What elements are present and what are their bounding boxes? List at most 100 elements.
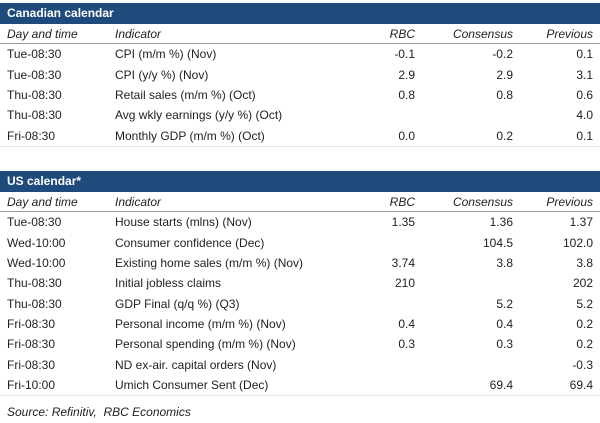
consensus-cell: 2.9 <box>496 67 513 82</box>
day-cell: Tue-08:30 <box>7 47 62 62</box>
canadian-calendar-title-bar: Canadian calendar <box>0 3 600 24</box>
day-cell: Thu-08:30 <box>7 87 62 102</box>
consensus-cell: 0.3 <box>496 337 513 352</box>
column-header-day: Day and time <box>7 27 78 41</box>
column-header-rbc: RBC <box>389 27 415 41</box>
canadian-calendar-table: Day and time Indicator RBC Consensus Pre… <box>0 24 600 147</box>
previous-cell: 0.1 <box>576 47 593 62</box>
day-cell: Thu-08:30 <box>7 108 62 123</box>
section-title: Canadian calendar <box>7 6 114 20</box>
canadian-calendar-section: Canadian calendar Day and time Indicator… <box>0 3 600 147</box>
consensus-cell: 1.36 <box>489 215 513 230</box>
table-row: Wed-10:00 Consumer confidence (Dec) 104.5 1… <box>0 232 600 252</box>
canadian-calendar-rows: Tue-08:30 CPI (m/m %) (Nov) -0.1 -0.2 0.1 Tue… <box>0 44 600 146</box>
consensus-cell: 0.4 <box>496 317 513 332</box>
day-cell: Thu-08:30 <box>7 296 62 311</box>
column-header-day: Day and time <box>7 194 78 209</box>
consensus-cell: 0.2 <box>496 128 513 143</box>
consensus-cell: -0.2 <box>492 47 513 62</box>
rbc-cell: 0.4 <box>398 317 415 332</box>
column-header-row: Day and time Indicator RBC Consensus Pre… <box>0 192 600 212</box>
previous-cell: 5.2 <box>576 296 593 311</box>
table-row: Thu-08:30 Initial jobless claims 210 202 <box>0 273 600 293</box>
day-cell: Tue-08:30 <box>7 67 62 82</box>
day-cell: Fri-08:30 <box>7 337 56 352</box>
indicator-cell: Consumer confidence (Dec) <box>115 235 265 250</box>
column-header-previous: Previous <box>546 27 593 41</box>
indicator-cell: CPI (y/y %) (Nov) <box>115 67 209 82</box>
indicator-cell: Avg wkly earnings (y/y %) (Oct) <box>115 108 283 123</box>
day-cell: Thu-08:30 <box>7 276 62 291</box>
previous-cell: 3.8 <box>576 255 593 270</box>
rbc-cell: 0.3 <box>398 337 415 352</box>
column-header-row: Day and time Indicator RBC Consensus Pre… <box>0 24 600 44</box>
indicator-cell: Initial jobless claims <box>115 276 222 291</box>
day-cell: Fri-08:30 <box>7 317 56 332</box>
us-calendar-section: US calendar* Day and time Indicator RBC … <box>0 170 600 397</box>
rbc-cell: 210 <box>394 276 415 291</box>
day-cell: Tue-08:30 <box>7 215 62 230</box>
column-header-indicator: Indicator <box>115 194 162 209</box>
consensus-cell: 3.8 <box>496 255 513 270</box>
source-note: Source: Refinitiv, RBC Economics <box>7 405 191 420</box>
column-header-indicator: Indicator <box>115 27 162 41</box>
table-row: Wed-10:00 Existing home sales (m/m %) (No… <box>0 253 600 273</box>
column-header-previous: Previous <box>546 194 593 209</box>
rbc-cell: 0.8 <box>398 87 415 102</box>
table-row: Fri-08:30 ND ex-air. capital orders (Nov)… <box>0 355 600 375</box>
previous-cell: 1.37 <box>569 215 593 230</box>
previous-cell: 0.1 <box>576 128 593 143</box>
indicator-cell: Existing home sales (m/m %) (Nov) <box>115 255 304 270</box>
previous-cell: 69.4 <box>569 378 593 393</box>
previous-cell: 102.0 <box>562 235 593 250</box>
column-header-consensus: Consensus <box>452 194 513 209</box>
previous-cell: 4.0 <box>576 108 593 123</box>
column-header-rbc: RBC <box>389 194 415 209</box>
previous-cell: 0.2 <box>576 337 593 352</box>
previous-cell: 3.1 <box>576 67 593 82</box>
table-row: Fri-08:30 Personal income (m/m %) (Nov) 0.… <box>0 314 600 334</box>
previous-cell: 0.6 <box>576 87 593 102</box>
table-row: Thu-08:30 Avg wkly earnings (y/y %) (Oct)… <box>0 105 600 125</box>
table-row: Thu-08:30 GDP Final (q/q %) (Q3) 5.2 5.2 <box>0 294 600 314</box>
indicator-cell: GDP Final (q/q %) (Q3) <box>115 296 240 311</box>
consensus-cell: 5.2 <box>496 296 513 311</box>
us-calendar-rows: Tue-08:30 House starts (mlns) (Nov) 1.35 1.… <box>0 212 600 396</box>
indicator-cell: Retail sales (m/m %) (Oct) <box>115 87 256 102</box>
indicator-cell: Personal income (m/m %) (Nov) <box>115 317 286 332</box>
day-cell: Fri-08:30 <box>7 128 56 143</box>
indicator-cell: CPI (m/m %) (Nov) <box>115 47 217 62</box>
indicator-cell: House starts (mlns) (Nov) <box>115 215 252 230</box>
rbc-cell: 0.0 <box>398 128 415 143</box>
rbc-cell: 2.9 <box>398 67 415 82</box>
table-row: Tue-08:30 House starts (mlns) (Nov) 1.35 1.… <box>0 212 600 232</box>
day-cell: Wed-10:00 <box>7 255 66 270</box>
indicator-cell: ND ex-air. capital orders (Nov) <box>115 357 277 372</box>
us-calendar-table: Day and time Indicator RBC Consensus Pre… <box>0 192 600 397</box>
table-row: Fri-10:00 Umich Consumer Sent (Dec) 69.4 69… <box>0 375 600 395</box>
consensus-cell: 0.8 <box>496 87 513 102</box>
previous-cell: 202 <box>572 276 593 291</box>
consensus-cell: 69.4 <box>489 378 513 393</box>
table-row: Tue-08:30 CPI (y/y %) (Nov) 2.9 2.9 3.1 <box>0 64 600 84</box>
previous-cell: -0.3 <box>572 357 593 372</box>
section-title: US calendar* <box>7 173 82 188</box>
day-cell: Fri-08:30 <box>7 357 56 372</box>
previous-cell: 0.2 <box>576 317 593 332</box>
day-cell: Wed-10:00 <box>7 235 66 250</box>
rbc-cell: 3.74 <box>391 255 415 270</box>
us-calendar-title-bar: US calendar* <box>0 170 600 192</box>
indicator-cell: Umich Consumer Sent (Dec) <box>115 378 269 393</box>
day-cell: Fri-10:00 <box>7 378 56 393</box>
consensus-cell: 104.5 <box>482 235 513 250</box>
indicator-cell: Monthly GDP (m/m %) (Oct) <box>115 128 265 143</box>
table-row: Thu-08:30 Retail sales (m/m %) (Oct) 0.8 0.… <box>0 85 600 105</box>
indicator-cell: Personal spending (m/m %) (Nov) <box>115 337 296 352</box>
column-header-consensus: Consensus <box>452 27 513 41</box>
table-row: Tue-08:30 CPI (m/m %) (Nov) -0.1 -0.2 0.1 <box>0 44 600 64</box>
table-row: Fri-08:30 Monthly GDP (m/m %) (Oct) 0.0 0.2… <box>0 126 600 146</box>
rbc-cell: 1.35 <box>391 215 415 230</box>
rbc-cell: -0.1 <box>394 47 415 62</box>
table-row: Fri-08:30 Personal spending (m/m %) (Nov)… <box>0 334 600 354</box>
